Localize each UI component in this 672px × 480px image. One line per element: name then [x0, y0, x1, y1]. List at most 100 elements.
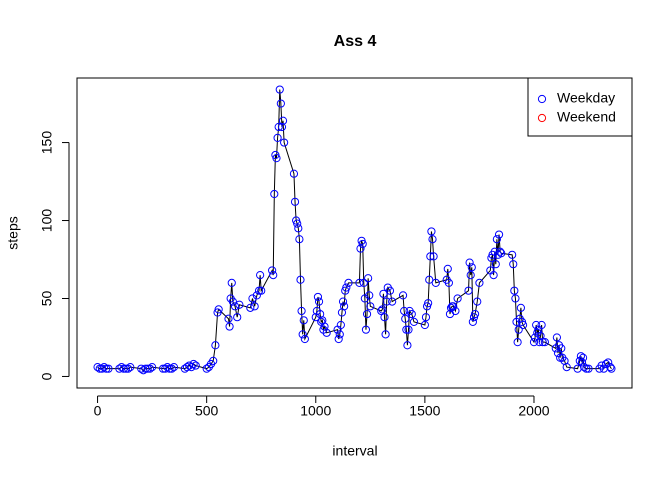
data-point — [380, 313, 389, 322]
data-point — [584, 364, 593, 373]
data-point — [400, 306, 409, 316]
data-point — [402, 325, 411, 334]
data-point — [277, 122, 287, 132]
data-point — [470, 309, 480, 319]
data-point — [191, 361, 200, 370]
data-point — [250, 302, 259, 311]
data-point — [398, 291, 408, 300]
data-point — [167, 364, 176, 373]
data-point — [562, 363, 571, 372]
y-tick-label: 100 — [39, 209, 55, 233]
data-point — [379, 289, 388, 298]
data-point — [300, 334, 309, 344]
data-point — [169, 363, 179, 372]
legend-marker — [537, 113, 547, 123]
data-point — [314, 297, 324, 306]
data-point — [269, 271, 278, 280]
x-axis-label: interval — [332, 443, 377, 459]
data-point — [582, 364, 591, 373]
data-point — [124, 364, 133, 373]
data-point — [121, 364, 131, 373]
y-tick-label: 50 — [39, 290, 55, 306]
data-point — [388, 297, 397, 306]
data-point — [552, 333, 561, 342]
data-point — [467, 263, 476, 272]
data-point — [334, 334, 343, 344]
data-point — [342, 283, 351, 292]
data-point — [409, 317, 419, 326]
data-point — [143, 364, 152, 373]
data-point — [509, 260, 518, 269]
data-point — [577, 358, 587, 367]
data-point — [163, 363, 172, 372]
y-tick-label: 150 — [39, 131, 55, 155]
data-point — [102, 364, 111, 373]
x-tick-label: 500 — [195, 403, 219, 419]
data-point — [254, 286, 264, 295]
data-point — [214, 305, 223, 314]
data-point — [444, 278, 453, 287]
data-point — [407, 309, 416, 319]
data-point — [428, 235, 437, 244]
data-point — [104, 364, 113, 373]
data-point — [336, 320, 345, 330]
data-point — [268, 266, 277, 275]
data-point — [161, 364, 170, 373]
data-point — [494, 230, 504, 239]
data-point — [431, 278, 440, 287]
data-point — [403, 341, 412, 350]
data-point — [606, 363, 615, 372]
data-point — [475, 278, 484, 287]
data-point — [358, 239, 367, 249]
data-point — [295, 235, 304, 244]
data-point — [404, 325, 413, 334]
data-point — [378, 305, 387, 314]
data-point — [425, 275, 434, 284]
data-point — [540, 338, 549, 347]
data-point — [361, 325, 371, 334]
data-point — [607, 364, 616, 373]
data-point — [290, 197, 300, 206]
data-point — [364, 274, 373, 283]
data-point — [211, 341, 220, 350]
data-point — [322, 328, 331, 337]
data-point — [604, 358, 613, 367]
data-point — [449, 302, 458, 311]
x-tick-label: 0 — [94, 403, 102, 419]
data-point — [529, 338, 539, 347]
data-point — [95, 364, 104, 373]
data-point — [420, 320, 429, 330]
data-point — [511, 294, 520, 303]
data-point — [256, 271, 265, 280]
data-point — [496, 247, 505, 256]
x-tick-label: 1000 — [300, 403, 331, 419]
data-point — [280, 138, 289, 147]
data-point — [513, 338, 522, 347]
data-point — [355, 278, 364, 287]
data-point — [257, 286, 266, 295]
data-point — [189, 359, 198, 369]
data-point — [377, 306, 386, 316]
data-point — [165, 364, 174, 373]
data-point — [421, 313, 431, 322]
data-point — [185, 361, 194, 370]
data-point — [514, 325, 523, 334]
data-point — [359, 278, 368, 287]
data-point — [468, 317, 477, 326]
data-point — [273, 133, 282, 142]
data-point — [344, 278, 353, 287]
data-point — [362, 309, 372, 319]
data-point — [299, 316, 308, 325]
data-point — [275, 85, 284, 94]
data-point — [137, 364, 146, 373]
data-point — [270, 189, 279, 199]
data-point — [224, 314, 233, 323]
data-point — [202, 364, 211, 373]
data-point — [510, 286, 519, 295]
data-point — [537, 320, 546, 330]
data-point — [508, 250, 517, 259]
y-tick-label: 0 — [39, 372, 55, 380]
data-point — [451, 306, 460, 316]
data-point — [557, 344, 566, 353]
plot-box — [76, 77, 633, 389]
